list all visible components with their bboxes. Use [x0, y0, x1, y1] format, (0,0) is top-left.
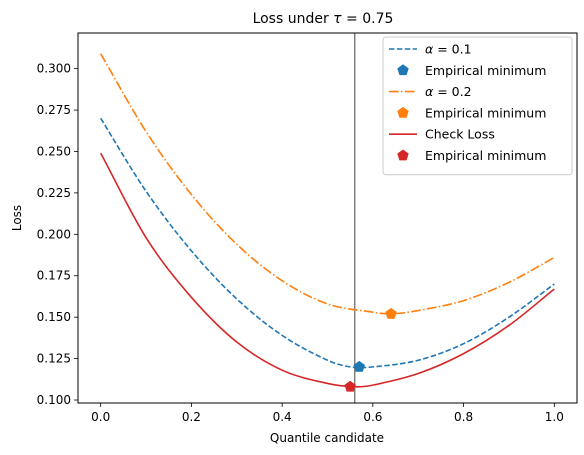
series-line-3 — [99, 53, 555, 315]
legend-marker — [397, 106, 409, 118]
legend-label: Empirical minimum — [425, 105, 546, 120]
legend-label: α = 0.2 — [425, 84, 472, 99]
y-tick-label: 0.275 — [37, 103, 71, 117]
legend: α = 0.1 Empirical minimum α = 0.2 Empirical… — [382, 36, 573, 176]
x-tick-label: 0.0 — [91, 410, 110, 424]
x-tick-label: 0.2 — [182, 410, 201, 424]
empirical-minimum-point-2 — [353, 360, 365, 372]
chart-title: Loss under τ = 0.75 — [253, 11, 394, 27]
series-line-1 — [100, 117, 555, 369]
legend-label: Check Loss — [425, 127, 495, 142]
x-tick-label: 0.6 — [363, 410, 382, 424]
x-tick-label: 0.4 — [273, 410, 292, 424]
legend-frame — [382, 36, 573, 176]
y-tick-label: 0.200 — [37, 227, 71, 241]
y-tick-label: 0.150 — [37, 310, 71, 324]
legend-label: Empirical minimum — [425, 148, 546, 163]
x-tick-label: 1.0 — [545, 410, 564, 424]
plot-frame — [77, 32, 578, 404]
x-tick-label: 0.8 — [454, 410, 473, 424]
legend-marker — [397, 64, 409, 76]
empirical-minimum-point-4 — [385, 307, 397, 319]
y-tick-label: 0.100 — [37, 393, 71, 407]
plot-area — [99, 33, 555, 403]
legend-label: α = 0.1 — [425, 42, 472, 57]
y-tick-label: 0.225 — [37, 186, 71, 200]
series-line-5 — [99, 152, 555, 388]
y-axis: 0.100 0.125 0.150 0.175 0.200 0.225 0.250 0.275… — [37, 62, 78, 407]
y-tick-label: 0.250 — [37, 144, 71, 158]
y-tick-label: 0.300 — [37, 62, 71, 76]
empirical-minimum-point-6 — [344, 380, 356, 392]
y-tick-label: 0.175 — [37, 269, 71, 283]
y-axis-label: Loss — [10, 205, 24, 231]
y-tick-label: 0.125 — [37, 352, 71, 366]
x-axis-label: Quantile candidate — [270, 431, 384, 445]
legend-label: Empirical minimum — [425, 63, 546, 78]
x-axis: 0.0 0.2 0.4 0.6 0.8 1.0 — [91, 403, 564, 424]
legend-marker — [397, 149, 409, 161]
